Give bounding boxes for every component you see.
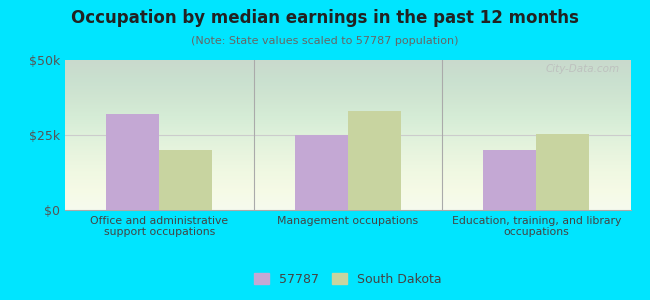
Bar: [107, 114, 159, 210]
Bar: [536, 134, 589, 210]
Text: Occupation by median earnings in the past 12 months: Occupation by median earnings in the pas…: [71, 9, 579, 27]
Text: City-Data.com: City-Data.com: [545, 64, 619, 74]
Legend: 57787, South Dakota: 57787, South Dakota: [249, 268, 447, 291]
Bar: [484, 150, 536, 210]
Bar: [295, 135, 348, 210]
Bar: [159, 150, 212, 210]
Text: (Note: State values scaled to 57787 population): (Note: State values scaled to 57787 popu…: [191, 36, 459, 46]
Bar: [348, 111, 400, 210]
